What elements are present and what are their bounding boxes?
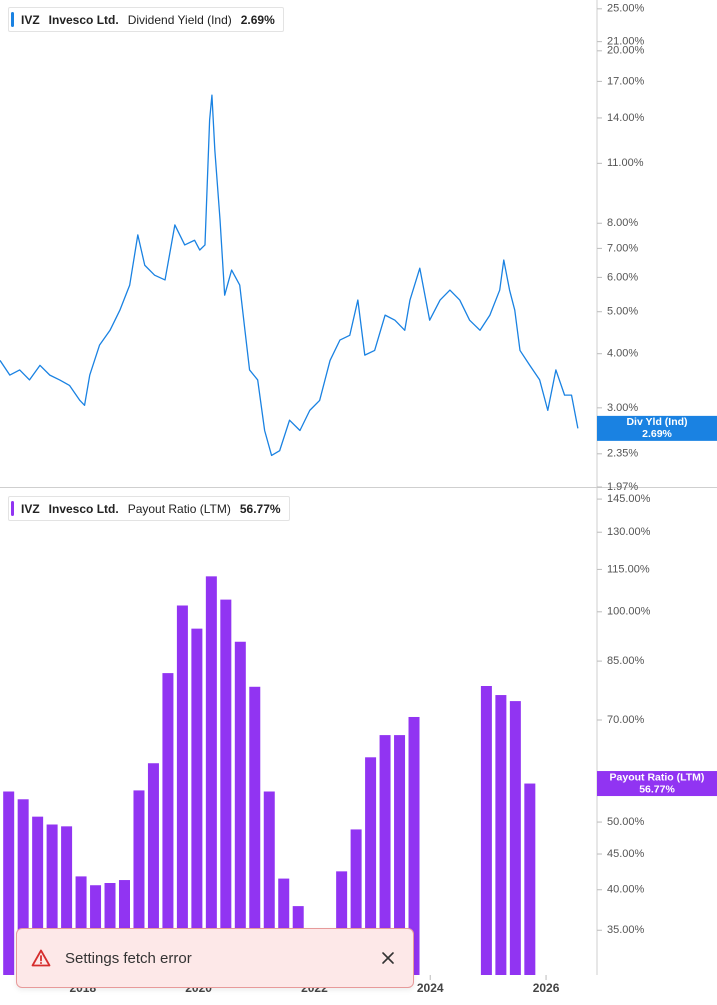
y-tick-label: 14.00% — [607, 112, 645, 124]
legend-company: Invesco Ltd. — [48, 12, 119, 27]
y-tick-label: 130.00% — [607, 526, 651, 538]
y-tick-label: 8.00% — [607, 217, 638, 229]
value-tag — [597, 771, 717, 797]
y-tick-label: 4.00% — [607, 348, 638, 360]
bar — [176, 605, 188, 975]
legend-value: 2.69% — [240, 12, 275, 27]
y-tick-label: 6.00% — [607, 271, 638, 283]
bar — [162, 673, 174, 975]
bar — [408, 716, 420, 975]
bar — [17, 799, 29, 975]
bar — [191, 628, 203, 975]
warning-icon — [31, 949, 51, 967]
bar — [249, 686, 261, 975]
y-tick-label: 145.00% — [607, 493, 651, 505]
y-tick-label: 100.00% — [607, 606, 651, 618]
bar — [61, 826, 73, 975]
y-tick-label: 25.00% — [607, 3, 645, 15]
legend-series: Dividend Yield (Ind) — [127, 12, 232, 27]
y-tick-label: 5.00% — [607, 306, 638, 318]
y-tick-label: 3.00% — [607, 402, 638, 414]
bar — [524, 783, 536, 975]
y-tick-label: 17.00% — [607, 75, 645, 87]
legend-series: Payout Ratio (LTM) — [127, 501, 231, 516]
legend-ticker: IVZ — [21, 501, 40, 516]
bar — [278, 878, 290, 975]
bar — [509, 701, 521, 975]
y-tick-label: 20.00% — [607, 45, 645, 57]
value-tag-value: 56.77% — [639, 783, 675, 795]
x-tick-label: 2024 — [417, 981, 444, 995]
bar — [234, 641, 246, 975]
line-series — [0, 94, 579, 457]
bar — [263, 791, 275, 975]
y-tick-label: 2.35% — [607, 448, 638, 460]
legend-ticker: IVZ — [21, 12, 40, 27]
bar — [336, 871, 348, 975]
bar — [32, 816, 44, 975]
y-tick-label: 45.00% — [607, 848, 645, 860]
y-tick-label: 35.00% — [607, 924, 645, 936]
bar — [205, 576, 217, 975]
bar — [365, 757, 377, 975]
legend: IVZ Invesco Ltd. Dividend Yield (Ind) 2.… — [8, 7, 284, 32]
bar — [220, 599, 232, 975]
bar — [3, 791, 15, 975]
bar — [46, 824, 58, 975]
y-tick-label: 50.00% — [607, 816, 645, 828]
value-tag-label: Div Yld (Ind) — [626, 416, 687, 428]
toast-message: Settings fetch error — [65, 949, 192, 967]
bar — [350, 829, 362, 975]
legend-swatch — [11, 501, 14, 516]
bar — [118, 880, 130, 975]
bar — [379, 735, 391, 975]
bar — [147, 763, 159, 975]
y-tick-label: 1.97% — [607, 481, 638, 493]
y-tick-label: 40.00% — [607, 884, 645, 896]
bar — [75, 876, 87, 975]
value-tag-label: Payout Ratio (LTM) — [610, 771, 705, 783]
x-tick-label: 2026 — [533, 981, 560, 995]
y-tick-label: 115.00% — [607, 563, 650, 575]
legend-value: 56.77% — [239, 501, 281, 516]
legend-company: Invesco Ltd. — [48, 501, 119, 516]
y-tick-label: 21.00% — [607, 36, 645, 48]
bar — [495, 695, 507, 975]
legend-swatch — [11, 12, 14, 27]
y-tick-label: 70.00% — [607, 714, 645, 726]
value-tag-value: 2.69% — [642, 428, 672, 440]
value-tag — [597, 415, 717, 441]
y-tick-label: 7.00% — [607, 242, 638, 254]
y-tick-label: 85.00% — [607, 655, 645, 667]
bar — [133, 790, 145, 975]
error-toast: Settings fetch error — [16, 928, 414, 988]
legend: IVZ Invesco Ltd. Payout Ratio (LTM) 56.7… — [8, 496, 290, 521]
bar — [480, 686, 492, 975]
y-tick-label: 11.00% — [607, 157, 644, 169]
bar — [394, 735, 406, 975]
close-button[interactable] — [381, 951, 395, 965]
